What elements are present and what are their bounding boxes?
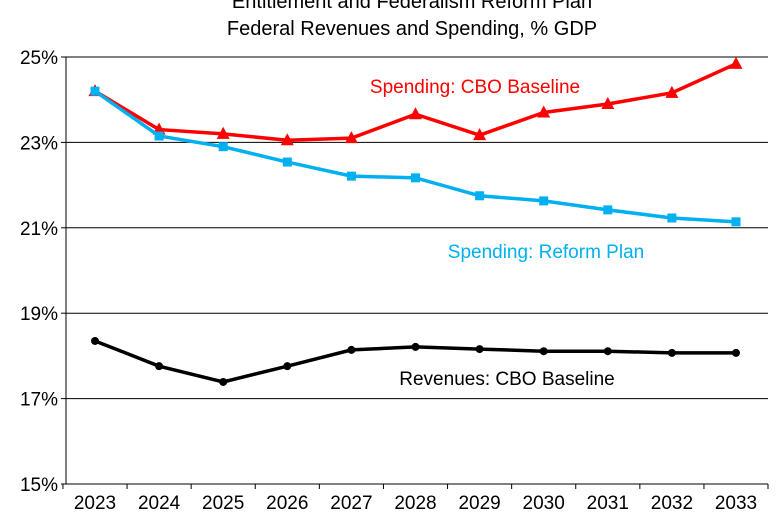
data-point-circle [219,377,228,386]
x-tick-label: 2027 [330,493,372,514]
chart-title-line-1: Entitlement and Federalism Reform Plan [232,0,592,13]
gridlines [66,56,768,400]
data-point-triangle [473,128,487,141]
x-tick-label: 2028 [394,493,436,514]
x-tick-label: 2026 [266,493,308,514]
data-point-square [411,173,420,183]
chart-title-line-2: Federal Revenues and Spending, % GDP [227,18,597,40]
data-point-square [603,205,613,215]
x-tick-label: 2032 [651,493,693,514]
data-point-circle [91,336,99,345]
data-point-square [154,131,164,141]
data-point-triangle [665,85,679,98]
data-point-triangle [409,107,422,120]
data-point-triangle [344,131,358,144]
data-point-circle [603,347,612,356]
series-label-revenues-cbo: Revenues: CBO Baseline [399,369,614,390]
series-label-spending-cbo: Spending: CBO Baseline [370,77,580,98]
data-point-square [475,191,485,201]
x-tick-label: 2033 [715,493,757,514]
y-tick-label: 21% [20,219,58,240]
data-point-triangle [601,96,615,109]
x-tick-label: 2029 [458,493,500,514]
y-tick-label: 23% [20,133,58,154]
x-tick-label: 2025 [202,493,244,514]
data-point-circle [411,342,420,351]
data-point-triangle [537,105,551,118]
data-point-square [218,142,228,152]
data-point-square [731,217,741,227]
y-tick-label: 17% [20,390,58,411]
data-point-circle [539,347,548,356]
data-point-square [346,171,356,181]
x-tick-label: 2024 [138,493,181,514]
axes: 15% 17% 19% 21% 23% 25% 2023 2024 2025 2026 2027 20… [20,48,769,514]
data-point-circle [475,345,484,354]
series-group [88,56,743,386]
data-point-circle [155,362,164,371]
data-point-triangle [280,133,294,146]
data-point-square [667,213,677,223]
data-point-circle [283,362,292,371]
y-tick-label: 25% [20,48,58,69]
data-point-square [90,86,100,96]
data-point-circle [732,348,740,357]
data-point-square [282,157,292,167]
series-line-0 [94,62,737,143]
y-tick-label: 19% [20,304,58,325]
data-point-triangle [729,56,743,69]
x-tick-label: 2030 [523,493,565,514]
x-tick-label: 2023 [74,493,116,514]
y-tick-label: 15% [20,475,58,496]
x-tick-label: 2031 [587,493,629,514]
data-point-circle [347,345,356,354]
data-point-triangle [216,126,230,139]
data-point-circle [667,348,676,357]
series-label-spending-reform: Spending: Reform Plan [448,242,644,263]
data-point-square [539,196,549,206]
